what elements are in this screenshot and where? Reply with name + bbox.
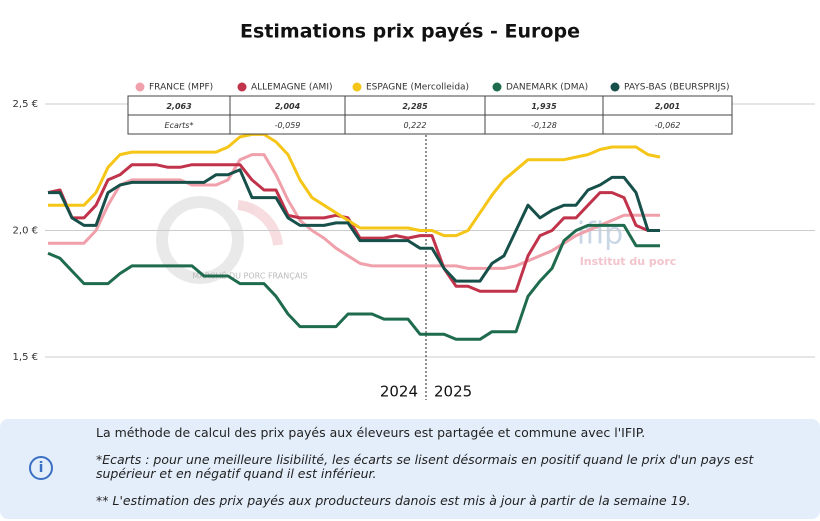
- y-tick-label: 2,0 €: [13, 226, 38, 237]
- table-cell: Ecarts*: [165, 121, 194, 130]
- x-tick-label: 2025: [434, 383, 472, 401]
- legend-label: DANEMARK (DMA): [506, 83, 588, 93]
- info-line: La méthode de calcul des prix payés aux …: [96, 425, 646, 440]
- watermark: Institut du porc: [580, 255, 677, 268]
- table-cell: -0,128: [531, 121, 557, 130]
- table-cell: 0,222: [404, 121, 427, 130]
- series-line: [47, 223, 660, 341]
- y-tick-label: 1,5 €: [13, 352, 38, 363]
- watermark-logos: [156, 196, 283, 284]
- info-icon: i: [29, 456, 53, 480]
- table-cell: 2,004: [275, 102, 301, 111]
- legend-marker: [610, 82, 620, 92]
- table-cell: 2,285: [402, 102, 428, 111]
- y-tick-label: 2,5 €: [13, 99, 38, 110]
- legend-marker: [135, 82, 145, 92]
- watermark: MARCHÉ DU PORC FRANÇAIS: [192, 270, 308, 281]
- table-cell: -0,059: [275, 121, 301, 130]
- chart: Estimations prix payés - Europe MARCHÉ D…: [13, 21, 815, 401]
- series-line: [48, 153, 660, 270]
- legend-label: FRANCE (MPF): [149, 83, 213, 93]
- series-line: [48, 132, 661, 238]
- table-cell: 1,935: [531, 102, 557, 111]
- legend-marker: [492, 82, 502, 92]
- info-line: *Ecarts : pour une meilleure lisibilité,…: [96, 452, 754, 481]
- table-cell: 2,001: [655, 102, 680, 111]
- chart-title: Estimations prix payés - Europe: [240, 21, 580, 43]
- series-line: [47, 163, 660, 293]
- table-cell: 2,063: [166, 102, 192, 111]
- x-tick-label: 2024: [380, 383, 418, 401]
- legend-marker: [237, 82, 247, 92]
- info-line: ** L'estimation des prix payés aux produ…: [96, 493, 691, 508]
- legend-marker: [352, 82, 362, 92]
- table-cell: -0,062: [655, 121, 681, 130]
- info-box: i La méthode de calcul des prix payés au…: [0, 419, 820, 519]
- legend-label: ALLEMAGNE (AMI): [251, 83, 333, 93]
- legend-label: PAYS-BAS (BEURSPRIJS): [624, 83, 730, 93]
- series-line: [48, 168, 660, 283]
- watermark: ifip: [577, 217, 623, 252]
- legend-label: ESPAGNE (Mercolleida): [366, 83, 469, 93]
